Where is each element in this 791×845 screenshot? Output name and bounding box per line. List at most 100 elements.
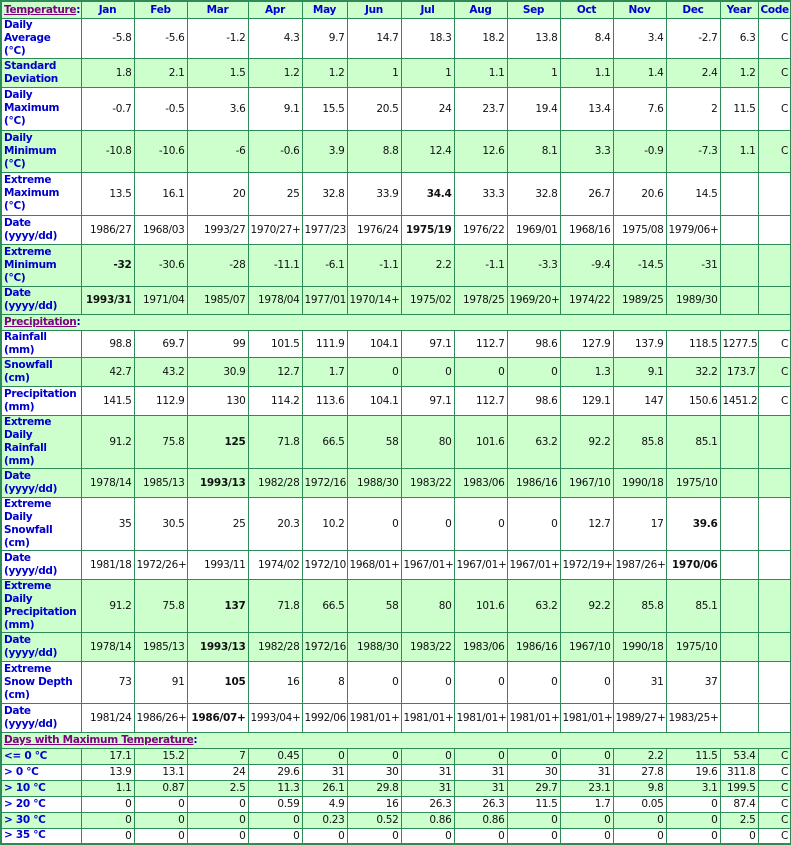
cell-year: 1.2 xyxy=(719,57,759,88)
cell-year xyxy=(719,631,759,662)
row-label: > 35 °C xyxy=(0,827,82,845)
table-row: Daily Average (°C) -5.8 -5.6 -1.2 4.3 9.7 14.7… xyxy=(0,17,791,59)
column-header-jun: Jun xyxy=(346,0,402,19)
cell-mar: 0 xyxy=(186,827,249,845)
cell-sep: 0 xyxy=(506,356,561,387)
cell-oct: 3.3 xyxy=(559,129,614,173)
cell-code xyxy=(757,496,791,551)
cell-feb: 0.87 xyxy=(133,779,188,797)
table-row: Extreme Daily Precipitation (mm) 91.2 75.8… xyxy=(0,578,791,633)
cell-jun: 1 xyxy=(346,57,402,88)
cell-mar: 99 xyxy=(186,329,249,358)
cell-jun: 1968/01+ xyxy=(346,549,402,580)
cell-code xyxy=(757,660,791,704)
cell-feb: -0.5 xyxy=(133,86,188,131)
cell-oct: 31 xyxy=(559,763,614,781)
cell-mar: 130 xyxy=(186,385,249,416)
row-label: Rainfall (mm) xyxy=(0,329,82,358)
cell-mar: 137 xyxy=(186,578,249,633)
cell-may: 0 xyxy=(301,747,348,765)
cell-feb: 91 xyxy=(133,660,188,704)
cell-dec: 1983/25+ xyxy=(665,702,721,733)
cell-nov: 1990/18 xyxy=(612,467,667,498)
row-label: > 0 °C xyxy=(0,763,82,781)
cell-feb: -5.6 xyxy=(133,17,188,59)
cell-code: C xyxy=(757,86,791,131)
cell-dec: 14.5 xyxy=(665,171,721,216)
row-label: Date (yyyy/dd) xyxy=(0,285,82,315)
cell-code xyxy=(757,631,791,662)
cell-jul: 1975/19 xyxy=(400,214,455,245)
section-header-cell: Precipitation: xyxy=(0,313,791,331)
cell-jun: 1976/24 xyxy=(346,214,402,245)
cell-nov: 0 xyxy=(612,811,667,829)
cell-may: 0 xyxy=(301,827,348,845)
cell-year: 1277.5 xyxy=(719,329,759,358)
cell-oct: 0 xyxy=(559,811,614,829)
cell-dec: 37 xyxy=(665,660,721,704)
cell-may: 1977/01 xyxy=(301,285,348,315)
cell-feb: 1986/26+ xyxy=(133,702,188,733)
cell-code xyxy=(757,702,791,733)
row-label: Snowfall (cm) xyxy=(0,356,82,387)
cell-aug: 12.6 xyxy=(453,129,508,173)
cell-jun: -1.1 xyxy=(346,243,402,287)
section-header-cell: Days with Maximum Temperature: xyxy=(0,731,791,749)
section-link-temperature[interactable]: Temperature xyxy=(4,3,77,16)
column-header-apr: Apr xyxy=(247,0,303,19)
column-header-dec: Dec xyxy=(665,0,721,19)
cell-jun: 1988/30 xyxy=(346,631,402,662)
cell-nov: 0.05 xyxy=(612,795,667,813)
cell-sep: 1 xyxy=(506,57,561,88)
cell-jul: 0 xyxy=(400,827,455,845)
cell-jul: 97.1 xyxy=(400,385,455,416)
cell-apr: 0.45 xyxy=(247,747,303,765)
cell-jun: 30 xyxy=(346,763,402,781)
cell-year xyxy=(719,285,759,315)
cell-year xyxy=(719,702,759,733)
cell-code: C xyxy=(757,356,791,387)
cell-sep: 0 xyxy=(506,496,561,551)
cell-feb: 16.1 xyxy=(133,171,188,216)
cell-dec: 1975/10 xyxy=(665,467,721,498)
section-link-precipitation[interactable]: Precipitation xyxy=(4,316,77,328)
column-header-aug: Aug xyxy=(453,0,508,19)
cell-jan: 17.1 xyxy=(80,747,135,765)
cell-code xyxy=(757,414,791,469)
row-label: Date (yyyy/dd) xyxy=(0,702,82,733)
cell-apr: 29.6 xyxy=(247,763,303,781)
cell-jun: 1970/14+ xyxy=(346,285,402,315)
cell-apr: 1.2 xyxy=(247,57,303,88)
cell-aug: 1981/01+ xyxy=(453,702,508,733)
column-header-jan: Jan xyxy=(80,0,135,19)
cell-aug: 0 xyxy=(453,827,508,845)
cell-nov: 1989/27+ xyxy=(612,702,667,733)
cell-nov: 20.6 xyxy=(612,171,667,216)
cell-jul: 18.3 xyxy=(400,17,455,59)
cell-dec: 2.4 xyxy=(665,57,721,88)
cell-jan: 13.9 xyxy=(80,763,135,781)
cell-jun: 0 xyxy=(346,747,402,765)
cell-apr: 4.3 xyxy=(247,17,303,59)
cell-dec: -31 xyxy=(665,243,721,287)
cell-dec: -7.3 xyxy=(665,129,721,173)
cell-nov: 7.6 xyxy=(612,86,667,131)
cell-jun: 104.1 xyxy=(346,329,402,358)
cell-jul: 1 xyxy=(400,57,455,88)
cell-apr: 71.8 xyxy=(247,578,303,633)
cell-jan: -10.8 xyxy=(80,129,135,173)
cell-jul: 24 xyxy=(400,86,455,131)
cell-jan: 1981/24 xyxy=(80,702,135,733)
cell-sep: 0 xyxy=(506,747,561,765)
cell-jan: 13.5 xyxy=(80,171,135,216)
cell-mar: 1993/13 xyxy=(186,631,249,662)
cell-dec: 19.6 xyxy=(665,763,721,781)
cell-sep: 0 xyxy=(506,811,561,829)
section-link-days-with-maximum-temperature[interactable]: Days with Maximum Temperature xyxy=(4,734,194,746)
cell-jun: 1988/30 xyxy=(346,467,402,498)
cell-sep: 63.2 xyxy=(506,414,561,469)
cell-oct: 1981/01+ xyxy=(559,702,614,733)
cell-code xyxy=(757,171,791,216)
cell-dec: 1979/06+ xyxy=(665,214,721,245)
cell-oct: 0 xyxy=(559,747,614,765)
